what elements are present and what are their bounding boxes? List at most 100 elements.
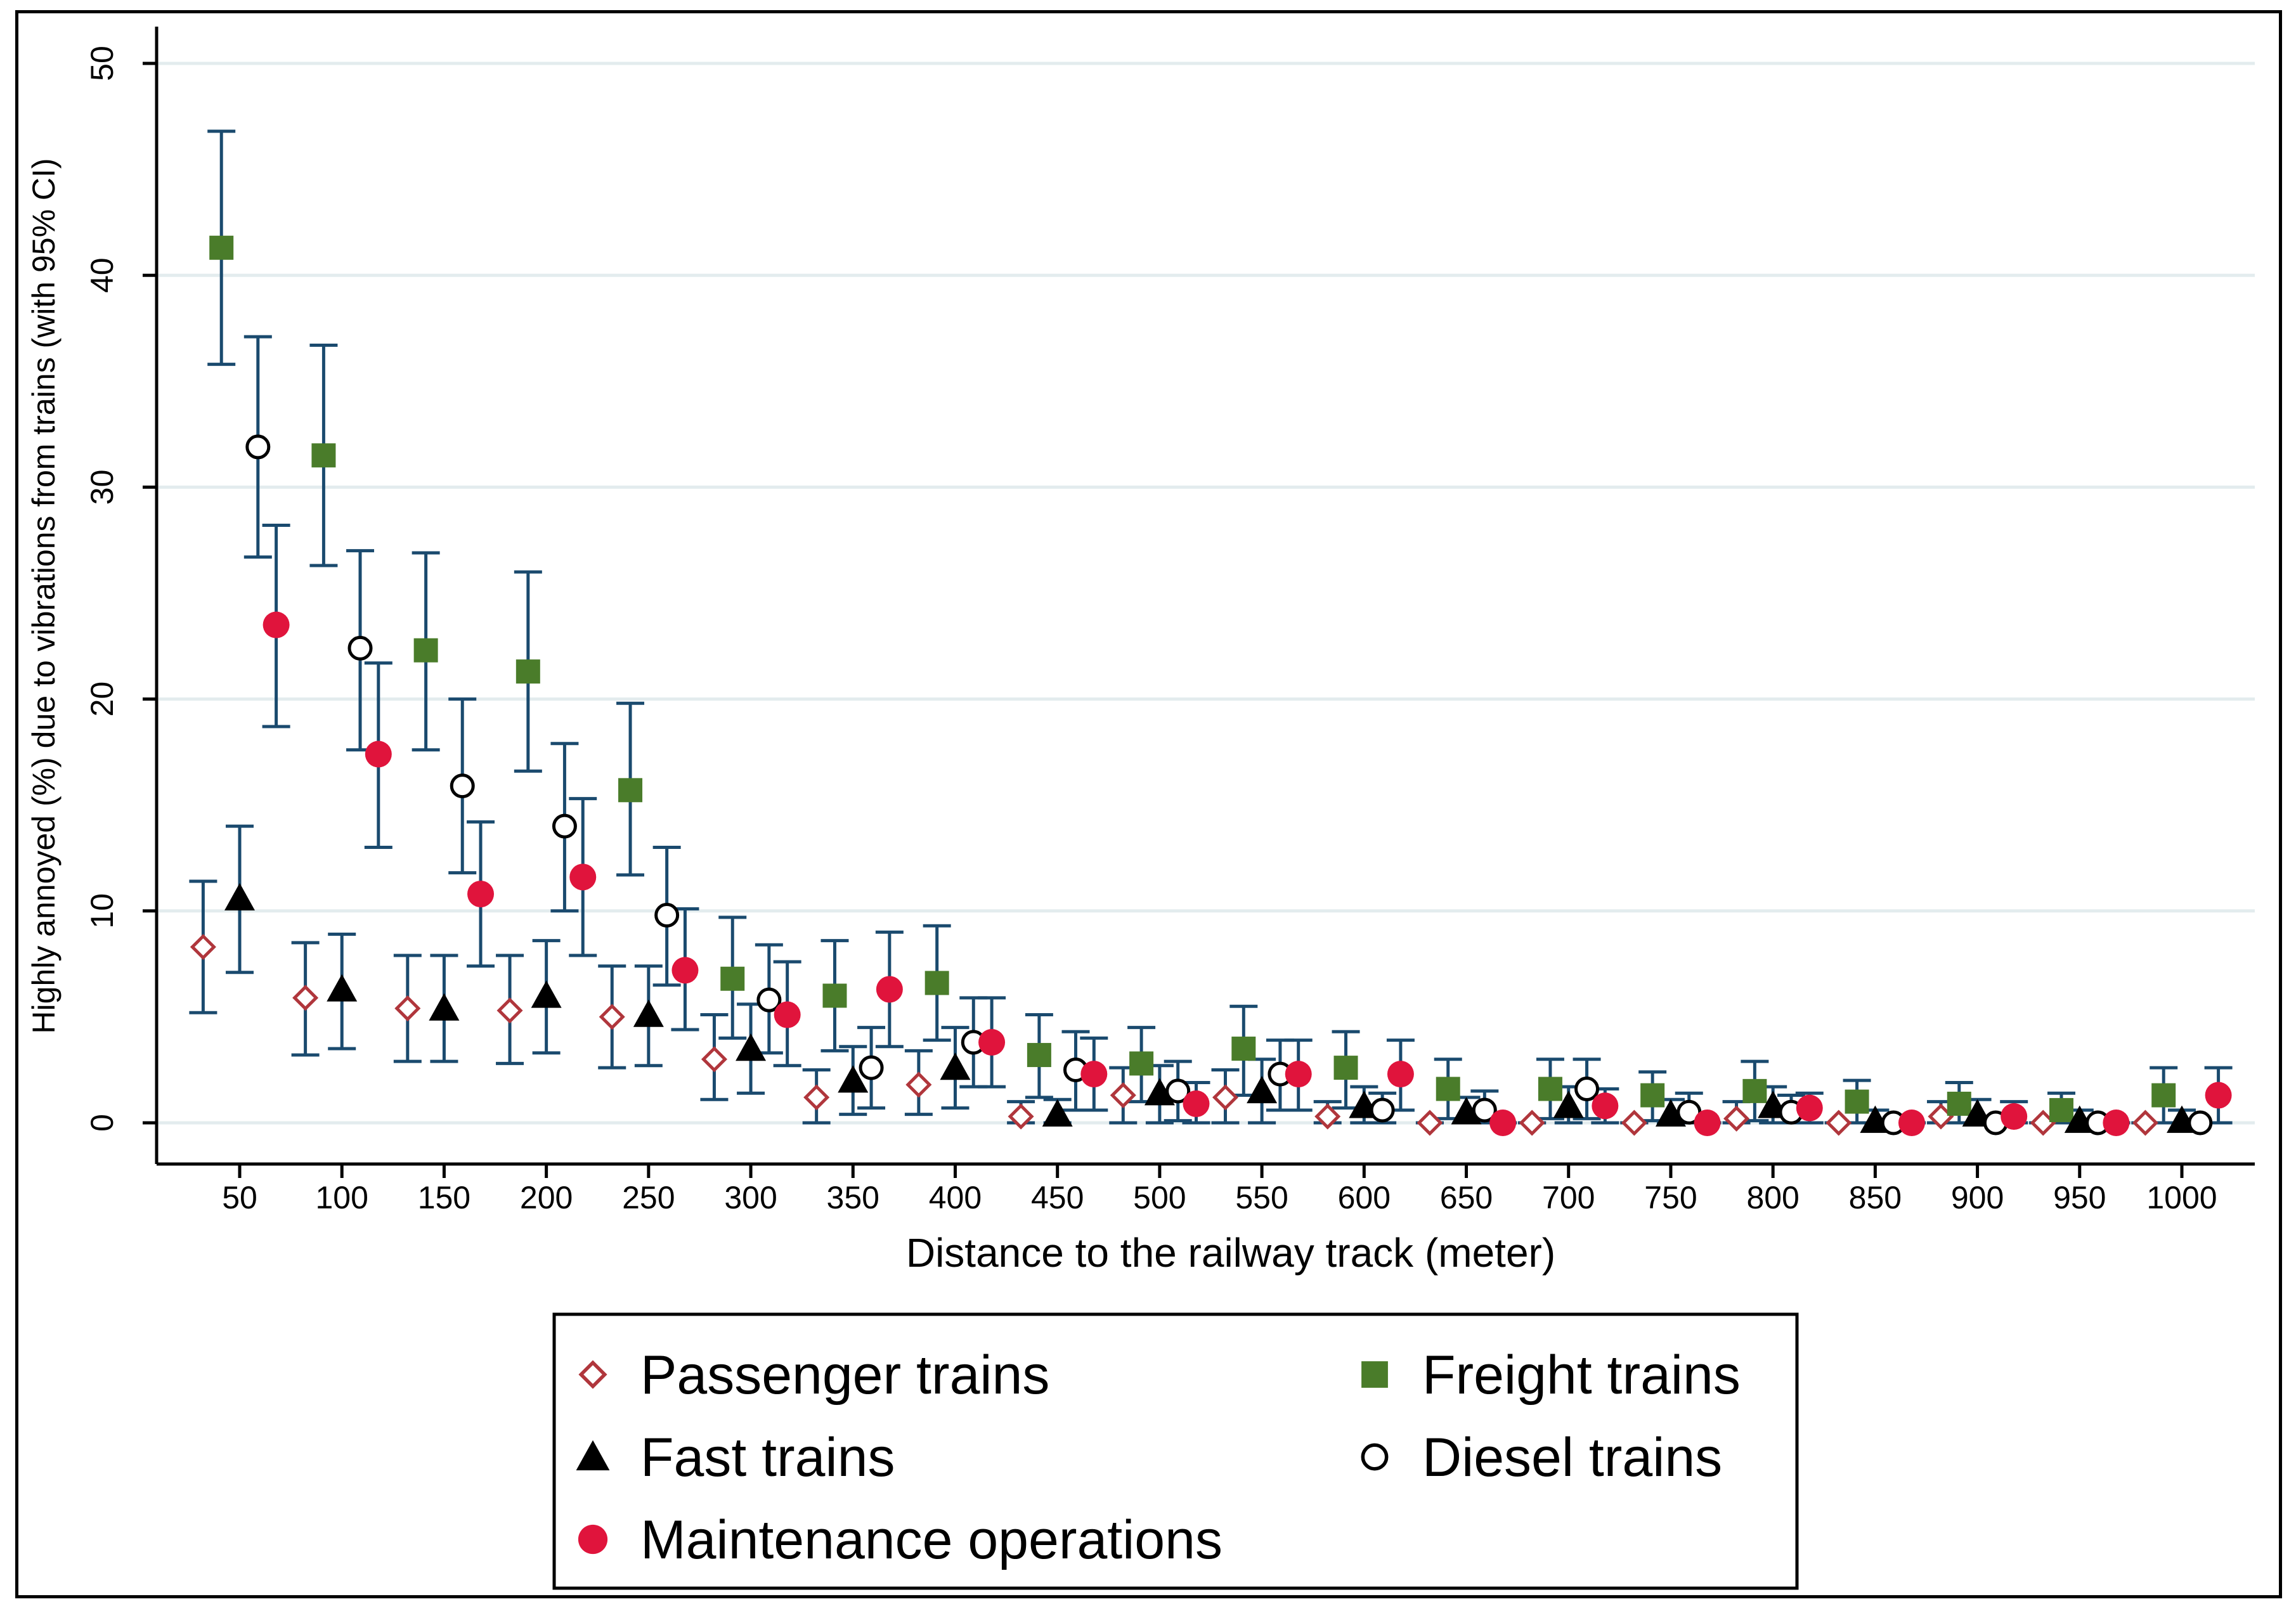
legend-marker-freight xyxy=(1361,1361,1388,1388)
y-tick-label-50: 50 xyxy=(84,46,120,81)
legend-marker-maintenance xyxy=(578,1524,608,1555)
x-tick-label-550: 550 xyxy=(1235,1180,1288,1215)
passenger-point-850 xyxy=(1826,1110,1852,1136)
x-tick-label-400: 400 xyxy=(929,1180,982,1215)
passenger-point-800 xyxy=(1723,1105,1750,1132)
diesel-point-700 xyxy=(1574,1077,1600,1102)
fast-point-400 xyxy=(940,1052,971,1080)
maintenance-point-200 xyxy=(569,864,597,891)
legend-marker-fast xyxy=(576,1440,610,1471)
maintenance-point-900 xyxy=(2001,1103,2028,1130)
maintenance-point-250 xyxy=(671,957,699,984)
legend-label-passenger: Passenger trains xyxy=(640,1345,1049,1406)
fast-point-150 xyxy=(429,993,460,1021)
x-ticks: 50 100 150 200 250 300 350 400 450 500 550 600 650 70… xyxy=(222,1164,2217,1215)
maintenance-point-650 xyxy=(1489,1110,1517,1136)
freight-point-800 xyxy=(1742,1078,1767,1103)
passenger-point-600 xyxy=(1314,1103,1341,1130)
freight-point-50 xyxy=(209,235,234,260)
diesel-point-350 xyxy=(859,1055,884,1080)
legend-label-fast: Fast trains xyxy=(640,1427,895,1488)
fast-point-350 xyxy=(838,1065,869,1093)
passenger-point-350 xyxy=(803,1084,830,1111)
data-markers xyxy=(190,235,2232,1136)
fast-point-700 xyxy=(1553,1090,1584,1118)
maintenance-point-800 xyxy=(1796,1094,1823,1122)
y-tick-label-0: 0 xyxy=(84,1114,120,1132)
fast-point-100 xyxy=(327,974,358,1002)
x-tick-label-750: 750 xyxy=(1644,1180,1697,1215)
freight-point-500 xyxy=(1129,1051,1154,1076)
passenger-point-300 xyxy=(701,1046,727,1073)
passenger-point-100 xyxy=(292,985,319,1011)
x-tick-label-950: 950 xyxy=(2053,1180,2106,1215)
maintenance-point-300 xyxy=(774,1001,801,1028)
diesel-point-500 xyxy=(1165,1078,1191,1104)
x-tick-label-250: 250 xyxy=(622,1180,675,1215)
legend-marker-passenger xyxy=(578,1360,607,1389)
freight-point-300 xyxy=(720,966,745,991)
maintenance-point-950 xyxy=(2103,1110,2130,1136)
diesel-point-150 xyxy=(450,773,475,799)
x-tick-label-700: 700 xyxy=(1542,1180,1595,1215)
freight-point-700 xyxy=(1538,1077,1562,1101)
maintenance-point-150 xyxy=(467,881,495,908)
x-tick-label-850: 850 xyxy=(1849,1180,1902,1215)
maintenance-point-750 xyxy=(1694,1110,1721,1136)
maintenance-point-500 xyxy=(1183,1090,1210,1117)
legend-items: Passenger trains Freight trains Fast train… xyxy=(576,1345,1741,1570)
legend-box xyxy=(552,1312,1799,1590)
x-tick-label-50: 50 xyxy=(222,1180,257,1215)
maintenance-point-100 xyxy=(365,741,392,768)
freight-point-850 xyxy=(1845,1089,1869,1114)
maintenance-point-600 xyxy=(1387,1061,1414,1088)
fast-point-450 xyxy=(1042,1099,1073,1127)
x-tick-label-650: 650 xyxy=(1440,1180,1493,1215)
fast-point-50 xyxy=(224,883,255,910)
passenger-point-550 xyxy=(1212,1084,1239,1111)
freight-point-250 xyxy=(618,778,643,803)
freight-point-1000 xyxy=(2151,1083,2176,1108)
freight-point-550 xyxy=(1231,1037,1256,1061)
diesel-point-600 xyxy=(1370,1097,1395,1123)
y-tick-label-10: 10 xyxy=(84,893,120,929)
x-tick-label-800: 800 xyxy=(1746,1180,1799,1215)
x-tick-label-500: 500 xyxy=(1133,1180,1186,1215)
y-ticks: 0 10 20 30 40 50 xyxy=(84,46,157,1132)
freight-point-900 xyxy=(1947,1091,1971,1116)
y-tick-label-30: 30 xyxy=(84,470,120,505)
legend-label-maintenance: Maintenance operations xyxy=(640,1510,1223,1570)
fast-point-750 xyxy=(1655,1099,1686,1127)
x-tick-label-100: 100 xyxy=(315,1180,368,1215)
x-tick-label-1000: 1000 xyxy=(2146,1180,2217,1215)
passenger-point-700 xyxy=(1519,1110,1545,1136)
freight-point-200 xyxy=(516,659,540,684)
passenger-point-250 xyxy=(599,1004,625,1030)
diesel-point-300 xyxy=(756,987,782,1013)
fast-point-300 xyxy=(736,1033,767,1061)
passenger-point-450 xyxy=(1008,1103,1034,1130)
passenger-point-500 xyxy=(1110,1082,1136,1109)
fast-point-650 xyxy=(1451,1097,1482,1125)
diesel-point-250 xyxy=(654,902,680,928)
x-tick-label-150: 150 xyxy=(418,1180,470,1215)
maintenance-point-450 xyxy=(1080,1061,1108,1088)
maintenance-point-700 xyxy=(1592,1092,1619,1120)
diesel-point-1000 xyxy=(2188,1110,2213,1135)
axes xyxy=(155,27,2255,1166)
y-tick-label-20: 20 xyxy=(84,682,120,717)
passenger-point-650 xyxy=(1417,1110,1443,1136)
x-tick-label-600: 600 xyxy=(1338,1180,1391,1215)
fast-point-550 xyxy=(1247,1075,1278,1104)
x-tick-label-450: 450 xyxy=(1031,1180,1084,1215)
diesel-point-100 xyxy=(347,635,373,661)
error-bars xyxy=(189,129,2233,1125)
freight-point-100 xyxy=(311,443,336,468)
diesel-point-650 xyxy=(1472,1097,1497,1123)
maintenance-point-350 xyxy=(876,976,903,1003)
x-tick-label-900: 900 xyxy=(1951,1180,2004,1215)
maintenance-point-850 xyxy=(1898,1110,1925,1136)
fast-point-200 xyxy=(531,980,562,1008)
x-tick-label-200: 200 xyxy=(520,1180,573,1215)
legend-marker-diesel xyxy=(1361,1443,1389,1471)
